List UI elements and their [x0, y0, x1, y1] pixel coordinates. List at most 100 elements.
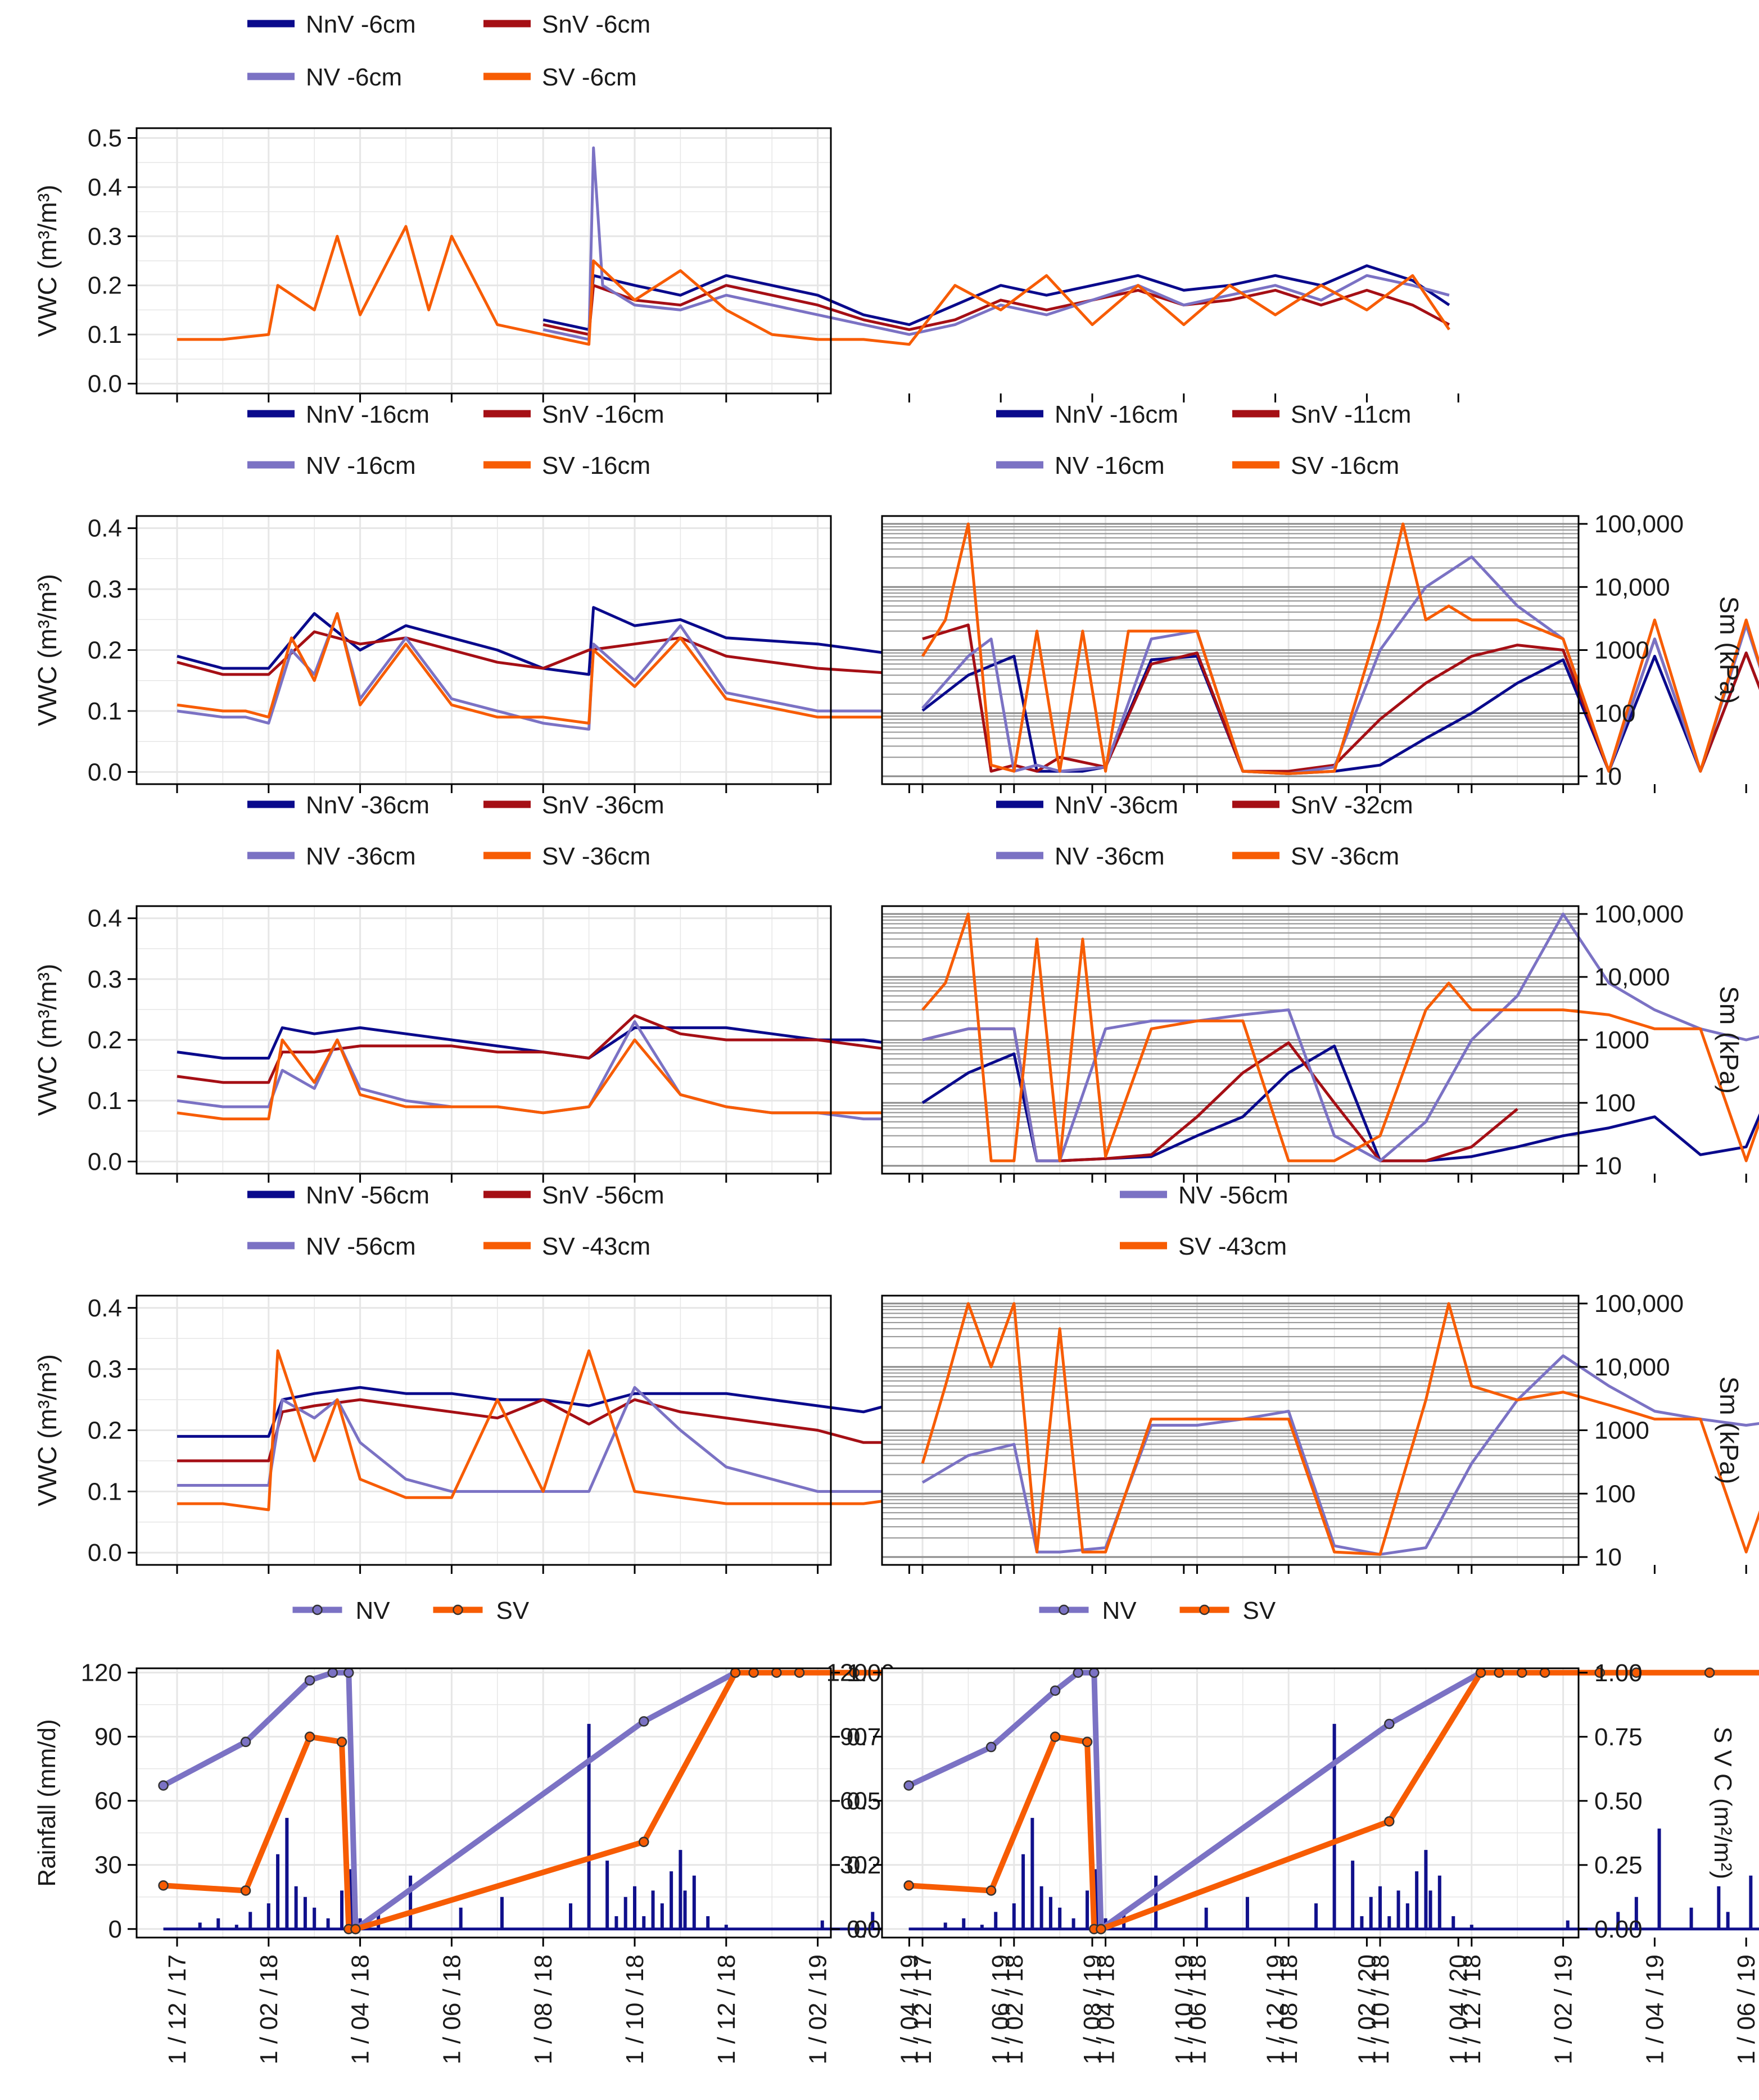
rain-bar	[1469, 1925, 1473, 1929]
y-axis-title: Sm (kPa)	[1715, 1377, 1744, 1485]
y-tick-label: 10,000	[1594, 963, 1670, 991]
y-tick-label: 0.0	[88, 1539, 122, 1567]
rain-bar	[1437, 1875, 1441, 1929]
rain-bar	[459, 1907, 463, 1929]
svc-point	[1050, 1731, 1061, 1743]
rain-bar	[980, 1925, 984, 1929]
y-tick-label: 0.3	[88, 1356, 122, 1383]
svc-point	[849, 1667, 860, 1678]
svc-point	[639, 1836, 649, 1848]
rain-bar	[1369, 1897, 1373, 1929]
panel-border	[881, 1667, 1580, 1939]
rain-bar	[614, 1916, 618, 1929]
y-tick-label: 10	[1594, 1152, 1622, 1180]
rain-bar	[623, 1897, 627, 1929]
x-tick-label: 1 / 12 / 17	[164, 1954, 191, 2065]
y-tick-label: 0.0	[88, 370, 122, 398]
svc-point	[639, 1716, 649, 1727]
rain-bar	[1634, 1897, 1638, 1929]
x-tick-label: 1 / 02 / 18	[255, 1954, 283, 2065]
y-tick-label: 100,000	[1594, 510, 1684, 538]
rain-bar	[1657, 1829, 1661, 1929]
rain-bar	[198, 1922, 202, 1929]
svc-point	[903, 1780, 914, 1791]
y-axis-title: Sm (kPa)	[1715, 596, 1744, 704]
y-tick-label: 0.50	[1594, 1787, 1643, 1815]
rain-bar	[1204, 1907, 1208, 1929]
rain-bar	[216, 1918, 220, 1929]
y-tick-label: 120	[81, 1659, 122, 1687]
x-tick-label: 1 / 06 / 18	[438, 1954, 465, 2065]
x-tick-label: 1 / 04 / 19	[896, 1954, 923, 2065]
rain-bar	[1566, 1920, 1570, 1929]
svc-point	[158, 1880, 169, 1891]
legend-label: NV -56cm	[306, 1233, 416, 1260]
svc-point	[1384, 1816, 1395, 1827]
panel-rain_right: 0 30 60 90 120 0.00 0.25 0.50 0.75 1.00 1 / 12 / 1…	[826, 1659, 1759, 2065]
y-tick-label: 0.5	[88, 124, 122, 152]
rain-bar	[943, 1922, 947, 1929]
rain-bar	[1424, 1850, 1428, 1929]
legend-point	[453, 1604, 463, 1615]
svc-point	[1050, 1685, 1061, 1696]
y-axis-title: Sm (kPa)	[1715, 986, 1744, 1094]
y-tick-label: 60	[840, 1787, 867, 1815]
legend-label: SV -36cm	[542, 843, 650, 870]
legend-item: NV -16cm	[247, 452, 416, 479]
rain-bar	[1048, 1897, 1052, 1929]
rain-bar	[633, 1886, 636, 1929]
x-tick-label: 1 / 04 / 18	[1092, 1954, 1120, 2065]
panel-border	[135, 1667, 832, 1939]
legend-sm56: NV -56cm SV -43cm	[1120, 1182, 1288, 1260]
legend-item: SnV -11cm	[1232, 401, 1411, 428]
legend-item: NV -16cm	[996, 452, 1165, 479]
x-tick-label: 1 / 06 / 19	[987, 1954, 1015, 2065]
series-line-nnv-16cm	[921, 651, 1759, 775]
y-tick-label: 0.1	[88, 1478, 122, 1505]
y-axis-title: Rainfall (mm/d)	[33, 1719, 61, 1886]
legend-item: NV -36cm	[247, 843, 416, 870]
x-tick-label: 1 / 04 / 19	[1641, 1954, 1668, 2065]
rain-bar	[605, 1861, 609, 1929]
legend-label: SV -43cm	[1178, 1233, 1287, 1260]
series-line-nv-36cm	[922, 912, 1759, 1162]
rain-bar	[1717, 1886, 1721, 1929]
rain-bar	[660, 1903, 664, 1929]
legend-label: SV	[496, 1597, 530, 1624]
series-line-nv-56cm	[921, 1354, 1759, 1556]
svc-line-nv	[907, 1669, 1482, 1932]
svc-point	[1384, 1718, 1395, 1730]
rain-bar	[1039, 1886, 1043, 1929]
panel-vwc6: 0.0 0.1 0.2 0.3 0.4 0.5 VWC (m³/m³)	[33, 124, 1459, 402]
rain-bar	[248, 1912, 252, 1929]
y-tick-label: 0.1	[88, 321, 122, 349]
y-tick-label: 0.2	[88, 272, 122, 300]
x-tick-label: 1 / 10 / 18	[1367, 1954, 1394, 2065]
series-line-sv-36cm	[921, 912, 1759, 1162]
y-tick-label: 10	[1594, 763, 1622, 790]
legend-item: SV -16cm	[1232, 452, 1399, 479]
rain-bar	[1058, 1907, 1062, 1929]
rain-bar	[1387, 1916, 1391, 1929]
legend-label: NV -36cm	[306, 843, 416, 870]
y-tick-label: 0.2	[88, 637, 122, 664]
rain-bar	[1749, 1875, 1753, 1929]
legend-rain_right: NV SV	[1039, 1597, 1276, 1624]
svc-point	[1494, 1667, 1504, 1678]
legend-item: NnV -16cm	[996, 401, 1178, 428]
svc-point	[985, 1885, 997, 1896]
y-axis-title: VWC (m³/m³)	[33, 185, 62, 337]
y-tick-label: 30	[94, 1852, 122, 1879]
legend-label: SV -36cm	[1291, 843, 1399, 870]
legend-label: SV -43cm	[542, 1233, 650, 1260]
legend-label: NV -16cm	[306, 452, 416, 479]
legend-rain_left: NV SV	[292, 1597, 530, 1624]
x-tick-label: 1 / 02 / 20	[1353, 1954, 1381, 2065]
legend-label: NV -36cm	[1055, 843, 1165, 870]
legend-label: SV -6cm	[542, 64, 637, 91]
legend-label: SV	[1243, 1597, 1276, 1624]
y-tick-label: 30	[840, 1852, 867, 1879]
rain-bar	[962, 1918, 966, 1929]
x-tick-label: 1 / 06 / 18	[1183, 1954, 1211, 2065]
y-tick-label: 0.1	[88, 698, 122, 725]
